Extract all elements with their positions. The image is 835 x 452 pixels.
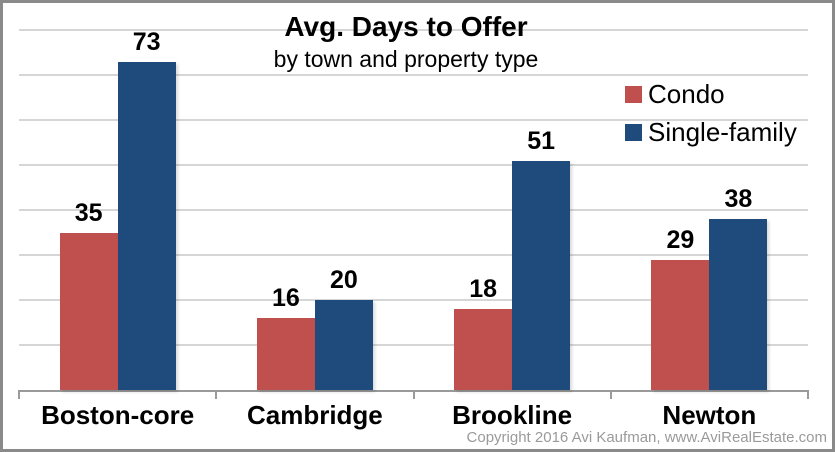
bar-single-family-boston-core xyxy=(117,61,176,390)
axis-tick xyxy=(412,390,415,399)
gridline xyxy=(19,209,808,211)
chart-subtitle: by town and property type xyxy=(273,46,539,72)
bar-value-label: 29 xyxy=(666,225,695,254)
axis-tick xyxy=(807,390,809,399)
gridline xyxy=(19,119,808,121)
bar-value-label: 51 xyxy=(527,126,556,155)
gridline xyxy=(19,74,808,76)
legend-item-condo: Condo xyxy=(625,75,797,113)
bar-condo-boston-core xyxy=(59,232,118,390)
bar-value-label: 18 xyxy=(469,275,498,303)
axis-tick xyxy=(18,390,20,399)
axis-tick xyxy=(215,390,218,399)
bar-condo-newton xyxy=(651,259,710,390)
legend-label: Condo xyxy=(648,78,725,109)
legend-label: Single-family xyxy=(648,116,797,147)
bar-value-label: 38 xyxy=(724,185,753,213)
gridline xyxy=(19,29,808,31)
axis-tick xyxy=(609,390,612,399)
legend-swatch-condo xyxy=(625,85,642,103)
bar-value-label: 73 xyxy=(132,27,161,56)
bar-single-family-cambridge xyxy=(314,300,373,390)
bar-condo-brookline xyxy=(454,309,513,390)
legend: Condo Single-family xyxy=(625,75,797,151)
legend-item-single-family: Single-family xyxy=(625,113,797,151)
gridline xyxy=(19,254,808,256)
gridline xyxy=(19,299,808,301)
legend-swatch-single-family xyxy=(625,123,642,141)
copyright-notice: Copyright 2016 Avi Kaufman, www.AviRealE… xyxy=(466,429,827,446)
bar-single-family-newton xyxy=(709,219,768,390)
category-label-boston-core: Boston-core xyxy=(41,400,195,430)
bar-value-label: 20 xyxy=(329,266,358,294)
chart-title: Avg. Days to Offer xyxy=(284,11,528,42)
gridline xyxy=(19,344,808,346)
bar-value-label: 35 xyxy=(74,198,103,227)
bar-single-family-brookline xyxy=(512,160,571,390)
category-label-cambridge: Cambridge xyxy=(246,400,383,430)
bar-condo-cambridge xyxy=(256,318,315,390)
bar-value-label: 16 xyxy=(271,284,300,312)
category-label-brookline: Brookline xyxy=(452,400,573,430)
gridline xyxy=(19,164,808,166)
category-label-newton: Newton xyxy=(662,400,757,430)
